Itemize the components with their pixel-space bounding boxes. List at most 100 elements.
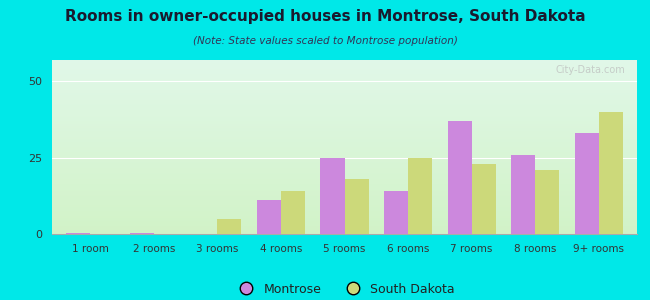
Bar bbox=[52, 186, 637, 187]
Bar bbox=[52, 233, 637, 234]
Bar bbox=[52, 83, 637, 84]
Bar bbox=[52, 116, 637, 117]
Bar bbox=[52, 141, 637, 142]
Bar bbox=[52, 195, 637, 196]
Bar bbox=[52, 210, 637, 211]
Bar bbox=[52, 75, 637, 76]
Bar bbox=[52, 70, 637, 71]
Bar bbox=[257, 200, 281, 234]
Bar bbox=[52, 204, 637, 205]
Bar bbox=[52, 169, 637, 170]
Bar bbox=[599, 112, 623, 234]
Bar bbox=[52, 209, 637, 210]
Bar bbox=[52, 187, 637, 188]
Bar bbox=[52, 139, 637, 140]
Bar bbox=[66, 233, 90, 234]
Bar bbox=[52, 199, 637, 200]
Bar bbox=[217, 219, 242, 234]
Bar bbox=[52, 218, 637, 219]
Bar bbox=[52, 80, 637, 81]
Bar bbox=[52, 147, 637, 148]
Bar bbox=[52, 121, 637, 122]
Bar bbox=[52, 101, 637, 102]
Bar bbox=[52, 124, 637, 125]
Bar bbox=[52, 232, 637, 233]
Bar bbox=[52, 118, 637, 119]
Bar bbox=[52, 192, 637, 193]
Bar bbox=[52, 79, 637, 80]
Bar bbox=[52, 127, 637, 128]
Bar bbox=[52, 65, 637, 66]
Bar bbox=[52, 112, 637, 113]
Bar bbox=[52, 215, 637, 216]
Bar bbox=[52, 149, 637, 150]
Bar bbox=[52, 217, 637, 218]
Bar bbox=[52, 157, 637, 158]
Bar bbox=[52, 145, 637, 146]
Bar bbox=[52, 205, 637, 206]
Bar bbox=[408, 158, 432, 234]
Bar bbox=[52, 150, 637, 151]
Bar bbox=[52, 93, 637, 94]
Bar bbox=[52, 206, 637, 207]
Bar bbox=[52, 104, 637, 105]
Bar bbox=[52, 125, 637, 126]
Bar bbox=[52, 122, 637, 123]
Bar bbox=[52, 84, 637, 85]
Text: Rooms in owner-occupied houses in Montrose, South Dakota: Rooms in owner-occupied houses in Montro… bbox=[65, 9, 585, 24]
Bar bbox=[52, 163, 637, 164]
Bar bbox=[52, 123, 637, 124]
Bar bbox=[52, 213, 637, 214]
Bar bbox=[52, 167, 637, 168]
Bar bbox=[52, 96, 637, 97]
Bar bbox=[52, 102, 637, 103]
Bar bbox=[575, 133, 599, 234]
Bar bbox=[52, 146, 637, 147]
Bar bbox=[52, 200, 637, 201]
Bar bbox=[52, 68, 637, 69]
Bar bbox=[52, 63, 637, 64]
Bar bbox=[52, 97, 637, 98]
Bar bbox=[52, 128, 637, 129]
Bar bbox=[52, 194, 637, 195]
Bar bbox=[52, 227, 637, 228]
Bar bbox=[52, 165, 637, 166]
Bar bbox=[52, 77, 637, 78]
Bar bbox=[52, 114, 637, 115]
Bar bbox=[52, 87, 637, 88]
Bar bbox=[52, 72, 637, 73]
Bar bbox=[52, 111, 637, 112]
Bar bbox=[52, 88, 637, 89]
Bar bbox=[52, 110, 637, 111]
Bar bbox=[52, 130, 637, 131]
Bar bbox=[52, 132, 637, 133]
Bar bbox=[52, 223, 637, 224]
Bar bbox=[52, 171, 637, 172]
Bar bbox=[52, 109, 637, 110]
Bar bbox=[52, 69, 637, 70]
Bar bbox=[52, 103, 637, 104]
Bar bbox=[52, 71, 637, 72]
Bar bbox=[52, 170, 637, 171]
Bar bbox=[52, 202, 637, 203]
Bar bbox=[52, 169, 637, 170]
Bar bbox=[447, 121, 472, 234]
Bar bbox=[344, 179, 369, 234]
Bar bbox=[52, 120, 637, 121]
Bar bbox=[52, 188, 637, 189]
Bar bbox=[52, 211, 637, 212]
Bar bbox=[52, 100, 637, 101]
Bar bbox=[52, 225, 637, 226]
Bar bbox=[52, 119, 637, 120]
Bar bbox=[52, 161, 637, 162]
Bar bbox=[52, 142, 637, 143]
Bar bbox=[52, 135, 637, 136]
Bar bbox=[52, 193, 637, 194]
Bar bbox=[52, 117, 637, 118]
Bar bbox=[52, 214, 637, 215]
Bar bbox=[52, 220, 637, 221]
Bar bbox=[52, 198, 637, 199]
Bar bbox=[52, 148, 637, 149]
Bar bbox=[52, 230, 637, 231]
Bar bbox=[52, 137, 637, 138]
